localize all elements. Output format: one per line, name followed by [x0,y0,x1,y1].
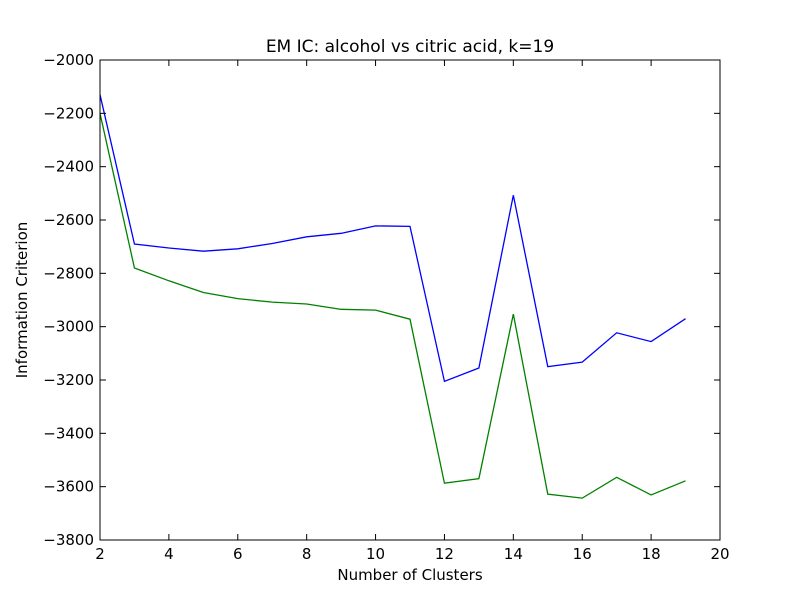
y-tick-label: −3600 [43,478,94,496]
x-axis-label: Number of Clusters [337,566,482,584]
series-line-1 [99,94,686,383]
y-tick-label: −2600 [43,211,94,229]
x-tick-label: 12 [435,545,454,563]
y-tick-label: −3000 [43,318,94,336]
y-tick-label: −3200 [43,371,94,389]
plot-frame [99,59,721,541]
x-tick-label: 10 [366,545,385,563]
y-tick-label: −2000 [43,51,94,69]
x-tick-label: 18 [642,545,661,563]
x-tick-label: 20 [710,545,729,563]
y-tick-label: −3400 [43,424,94,442]
x-tick-label: 6 [233,545,243,563]
x-tick-label: 2 [95,545,105,563]
y-axis-label: Information Criterion [13,222,31,379]
chart-title: EM IC: alcohol vs citric acid, k=19 [266,37,554,57]
x-tick-label: 16 [573,545,592,563]
y-tick-label: −2800 [43,264,94,282]
x-tick-label: 4 [164,545,174,563]
y-tick-label: −2200 [43,104,94,122]
tick-layer: 2 4 6 8 10 12 14 16 18 20 −2000 −2200 −2400 −2600 −280… [43,51,729,563]
x-tick-label: 8 [302,545,312,563]
y-tick-label: −2400 [43,158,94,176]
y-tick-label: −3800 [43,531,94,549]
series-layer [99,94,686,499]
series-line-2 [99,113,686,499]
x-tick-label: 14 [504,545,523,563]
